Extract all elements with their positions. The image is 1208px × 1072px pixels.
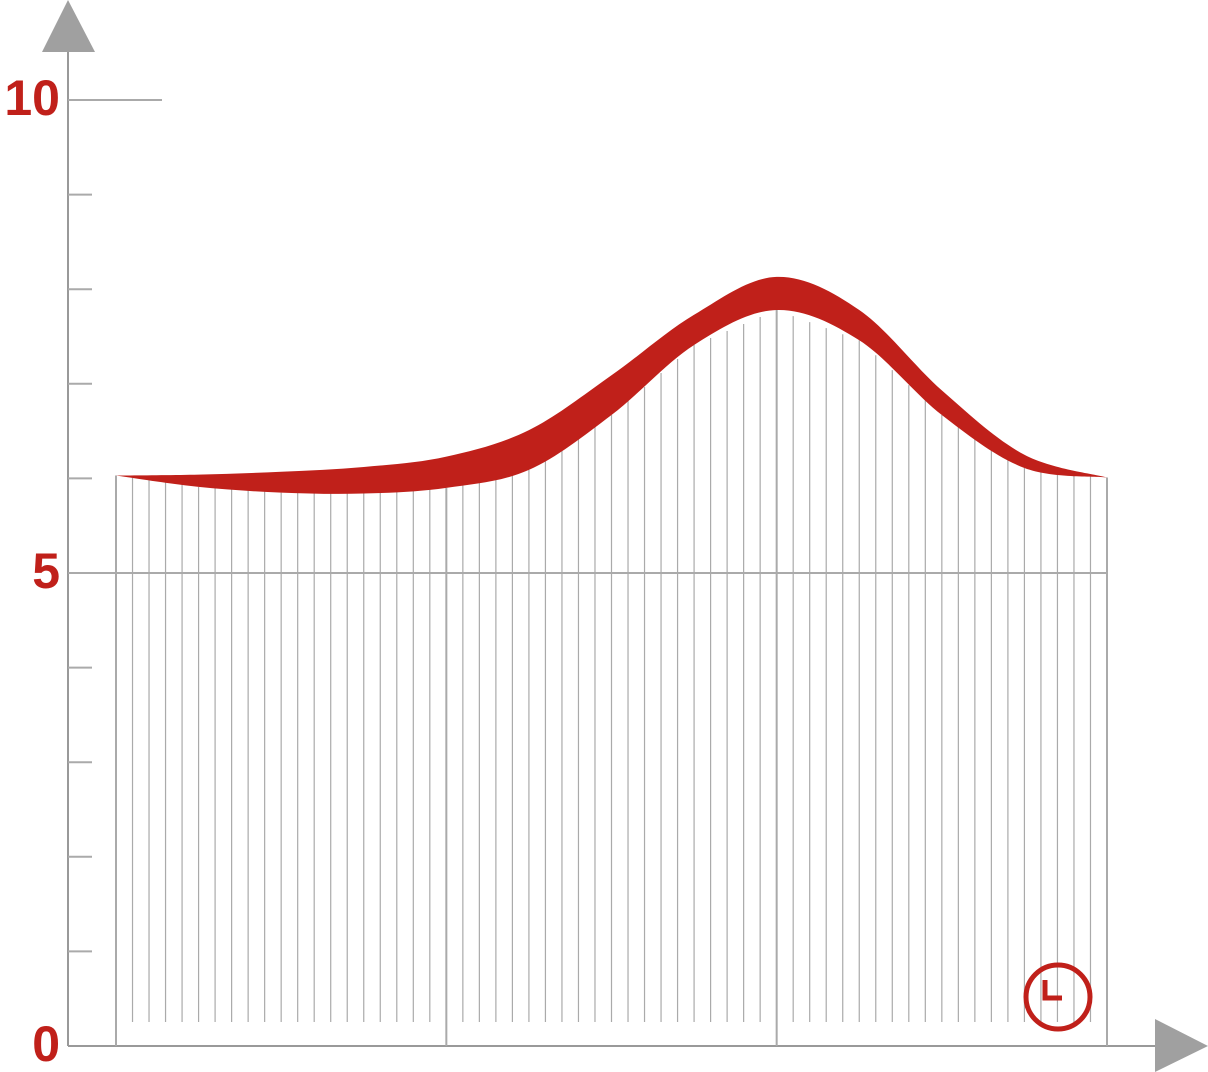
marks (116, 276, 1107, 494)
y-tick-label: 0 (32, 1016, 60, 1072)
axes (42, 0, 1208, 1072)
x-axis-arrow (1155, 1019, 1208, 1072)
ticks: 0 5 10 (4, 70, 1107, 1072)
y-axis-arrow (42, 0, 95, 52)
clock-icon (1023, 962, 1093, 1032)
stripes (115, 310, 1108, 1046)
band (116, 276, 1107, 494)
clock-face (1023, 962, 1093, 1032)
y-tick-label: 5 (32, 543, 60, 599)
y-tick-label: 10 (4, 70, 60, 126)
clock-hands (1042, 980, 1062, 1001)
